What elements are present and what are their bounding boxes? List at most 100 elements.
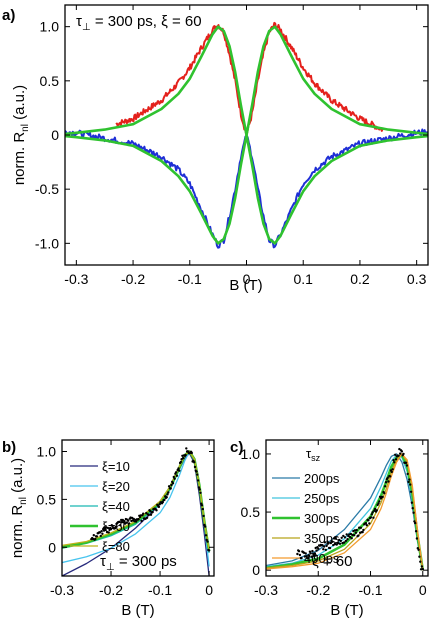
- annotation-a-rest: = 300 ps, ξ = 60: [91, 13, 202, 30]
- data-point: [158, 503, 161, 506]
- data-point: [361, 530, 364, 534]
- data-point: [391, 468, 394, 471]
- data-point: [197, 486, 201, 489]
- x-tick-label: 0.2: [350, 271, 370, 287]
- annotation-a: τ⊥ = 300 ps, ξ = 60: [76, 13, 202, 33]
- x-tick-label: -0.1: [178, 271, 202, 287]
- data-point: [123, 520, 126, 523]
- data-point: [147, 513, 150, 517]
- data-point: [364, 522, 368, 525]
- x-tick-label: 0.3: [407, 271, 427, 287]
- data-point: [193, 465, 197, 469]
- legend-item-label: 200ps: [304, 471, 340, 486]
- data-point: [107, 531, 110, 534]
- data-point: [372, 516, 375, 519]
- data-point: [350, 537, 353, 540]
- data-point: [300, 556, 303, 560]
- y-tick-label: 1.0: [241, 446, 261, 462]
- data-point: [417, 548, 420, 551]
- data-point: [125, 521, 128, 524]
- data-point: [394, 453, 397, 456]
- x-tick-label: 0: [205, 582, 213, 598]
- data-point: [334, 536, 337, 540]
- data-point: [383, 492, 386, 495]
- data-point: [157, 505, 161, 509]
- data-point: [196, 473, 199, 476]
- data-point: [100, 530, 103, 533]
- data-point: [182, 456, 185, 460]
- x-axis-label-c: B (T): [330, 602, 363, 619]
- data-point: [365, 524, 368, 527]
- legend-item-label: 300ps: [304, 511, 340, 526]
- annotation-a-sub: ⊥: [82, 22, 91, 33]
- data-point: [307, 557, 310, 560]
- panel-c: [265, 439, 429, 577]
- data-point: [185, 447, 188, 450]
- data-point: [166, 493, 169, 496]
- ylabel-subscript: nl: [20, 124, 31, 132]
- y-tick-label: 0.5: [37, 491, 57, 507]
- data-point: [207, 549, 211, 552]
- legend-item-label: ξ=20: [102, 479, 130, 494]
- series-line-400ps: [266, 453, 424, 571]
- legend-c: [272, 477, 300, 559]
- data-point: [199, 491, 202, 494]
- legend-item-label: 400ps: [304, 551, 340, 566]
- data-dots: [296, 447, 424, 571]
- legend-b: [70, 465, 98, 547]
- legend-item-label: 250ps: [304, 491, 340, 506]
- data-point: [410, 501, 414, 504]
- data-point: [412, 511, 415, 514]
- data-point: [322, 548, 325, 551]
- data-point: [315, 549, 318, 552]
- data-point: [386, 476, 389, 479]
- data-point: [369, 516, 373, 519]
- series-line-ξ=80: [62, 450, 210, 551]
- panel-b: [61, 439, 215, 577]
- data-point: [370, 513, 373, 516]
- data-point: [323, 541, 327, 544]
- data-point: [367, 519, 370, 522]
- data-point: [118, 520, 121, 523]
- data-point: [383, 485, 387, 488]
- data-point: [101, 532, 104, 535]
- data-point: [409, 490, 413, 493]
- ylabel-unit: (a.u.): [9, 458, 26, 497]
- data-point: [127, 519, 130, 522]
- data-point: [411, 507, 414, 510]
- data-point: [405, 464, 409, 467]
- x-tick-label: -0.1: [148, 582, 172, 598]
- data-point: [343, 536, 347, 539]
- data-point: [95, 535, 99, 538]
- data-point: [357, 534, 360, 537]
- y-axis-label-a: norm. Rnl (a.u.): [11, 85, 31, 185]
- data-point: [119, 523, 122, 527]
- data-point: [167, 491, 170, 494]
- panel-label-a: a): [2, 7, 15, 24]
- legend-item-label: ξ=60: [102, 519, 130, 534]
- data-point: [310, 555, 313, 558]
- data-point: [418, 555, 421, 558]
- data-point: [200, 504, 204, 507]
- data-point: [355, 528, 358, 532]
- data-point: [420, 565, 424, 568]
- data-point: [317, 547, 320, 550]
- annotation-b-sub: ⊥: [106, 562, 115, 573]
- series-line-350ps: [266, 453, 424, 571]
- data-point: [377, 502, 380, 505]
- data-point: [175, 474, 179, 477]
- data-point: [389, 475, 392, 478]
- data-point: [177, 467, 180, 470]
- data-point: [313, 552, 317, 555]
- data-point: [173, 477, 176, 480]
- data-point: [171, 482, 175, 485]
- y-tick-label: 0: [51, 127, 59, 143]
- legend-item-label: ξ=80: [102, 539, 130, 554]
- data-point: [415, 537, 419, 540]
- data-point: [408, 478, 411, 481]
- data-point: [167, 485, 171, 488]
- data-point: [145, 511, 148, 515]
- annotation-c: ξ = 60: [312, 553, 353, 570]
- data-point: [359, 526, 363, 529]
- series-line-300ps: [266, 453, 425, 571]
